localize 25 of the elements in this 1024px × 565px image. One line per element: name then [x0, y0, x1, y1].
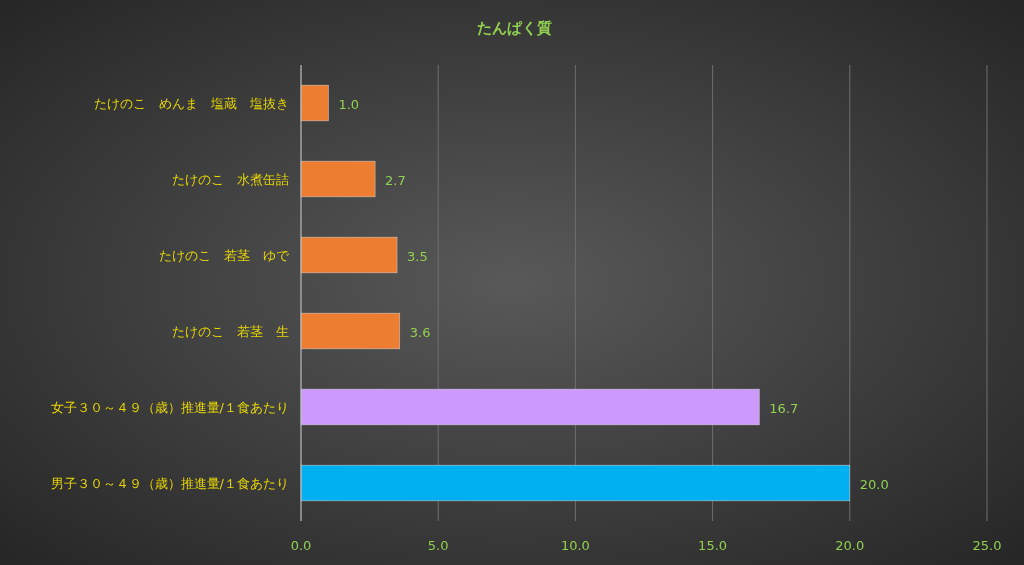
y-tick-label: たけのこ 若茎 生 — [172, 324, 289, 339]
data-label: 1.0 — [338, 97, 360, 112]
bar — [300, 464, 851, 502]
x-tick-label: 0.0 — [290, 538, 312, 553]
bar — [300, 388, 760, 426]
y-tick-label: たけのこ めんま 塩蔵 塩抜き — [94, 96, 289, 111]
bar — [300, 84, 329, 122]
data-label: 16.7 — [769, 401, 799, 416]
data-label: 3.5 — [407, 249, 428, 264]
bar — [300, 236, 398, 274]
bar — [300, 160, 376, 198]
y-tick-label: たけのこ 若茎 ゆで — [159, 248, 290, 263]
x-tick-label: 15.0 — [698, 538, 728, 553]
x-tick-label: 20.0 — [835, 538, 865, 553]
chart-title: たんぱく質 — [476, 19, 552, 37]
bar — [300, 312, 401, 350]
data-label: 2.7 — [385, 173, 406, 188]
y-tick-label: 女子３０～４９（歳）推進量/１食あたり — [50, 400, 289, 415]
y-tick-label: 男子３０～４９（歳）推進量/１食あたり — [50, 476, 289, 491]
x-tick-label: 5.0 — [427, 538, 449, 553]
x-tick-label: 10.0 — [560, 538, 590, 553]
data-label: 3.6 — [409, 325, 431, 340]
x-tick-label: 25.0 — [972, 538, 1002, 553]
y-tick-label: たけのこ 水煮缶詰 — [172, 172, 289, 187]
data-label: 20.0 — [859, 477, 889, 492]
